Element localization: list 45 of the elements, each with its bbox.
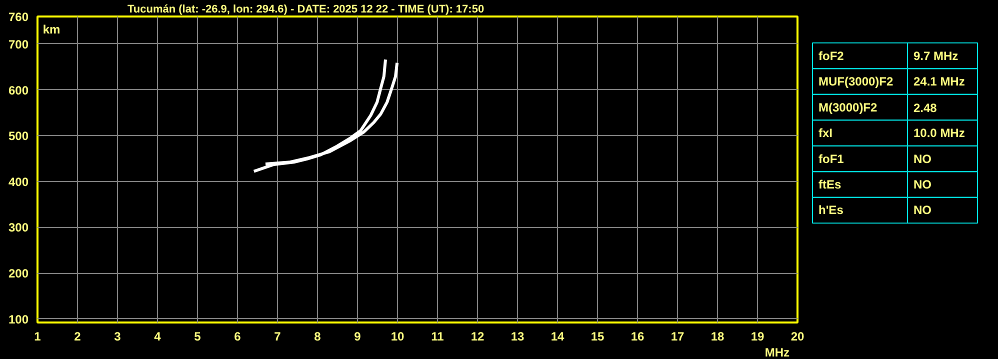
x-tick-label: 11 [431,330,444,344]
y-tick-label: 300 [8,220,29,235]
x-tick-label: 6 [234,330,242,344]
x-tick-label: 19 [750,330,764,344]
y-tick-label: 400 [8,174,29,189]
x-tick-label: 15 [590,330,604,344]
x-tick-label: 12 [470,330,484,344]
y-tick-label: 100 [8,312,29,326]
text: NO [914,203,932,218]
y-tick-label: 500 [8,129,29,144]
text: MUF(3000)F2 [818,74,894,89]
x-tick-label: 9 [354,330,362,344]
text: 24.1 MHz [914,74,965,89]
x-axis-title: MHz [764,346,790,359]
x-tick-label: 1 [34,330,42,344]
x-tick-label: 3 [114,330,122,344]
text: foF1 [818,152,844,166]
x-tick-label: 20 [790,330,804,344]
x-tick-label: 10 [390,330,404,344]
x-tick-label: 14 [550,330,564,344]
y-axis-title: km [42,22,60,36]
text: 9.7 MHz [914,48,958,63]
chart-title: Tucumán (lat: -26.9, lon: 294.6) - DATE: 2025 12 22 - TIME (UT): 17:50 [128,4,484,16]
y-tick-label: 200 [8,266,29,281]
text: ftEs [818,178,842,192]
text: NO [914,152,932,166]
x-tick-label: 16 [630,330,644,344]
x-tick-label: 17 [670,330,684,344]
text: foF2 [818,48,844,63]
y-tick-label: 760 [8,10,29,24]
x-tick-label: 8 [314,330,322,344]
y-tick-label: 700 [8,37,29,52]
x-tick-label: 2 [74,330,82,344]
y-tick-label: 600 [8,83,29,98]
x-tick-label: 18 [710,330,724,344]
x-tick-label: 5 [194,330,202,344]
text: NO [914,178,932,192]
text: fxI [818,126,833,140]
text: 2.48 [914,100,937,115]
x-tick-label: 4 [154,330,162,344]
text: h'Es [818,203,844,218]
text: 10.0 MHz [914,126,965,140]
x-tick-label: 7 [274,330,282,344]
text: M(3000)F2 [818,100,878,114]
x-tick-label: 13 [510,330,524,344]
